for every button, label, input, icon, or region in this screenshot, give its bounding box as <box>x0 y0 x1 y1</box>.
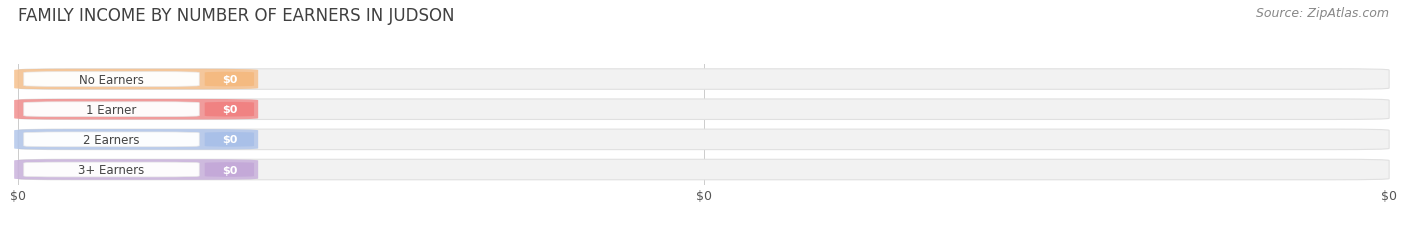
FancyBboxPatch shape <box>24 72 200 87</box>
FancyBboxPatch shape <box>205 102 254 117</box>
Text: 1 Earner: 1 Earner <box>86 103 136 116</box>
Text: $0: $0 <box>222 165 238 175</box>
Text: No Earners: No Earners <box>79 73 143 86</box>
FancyBboxPatch shape <box>24 132 200 147</box>
FancyBboxPatch shape <box>24 102 200 117</box>
FancyBboxPatch shape <box>205 132 254 147</box>
FancyBboxPatch shape <box>18 100 1389 120</box>
FancyBboxPatch shape <box>14 130 259 150</box>
FancyBboxPatch shape <box>18 70 1389 90</box>
FancyBboxPatch shape <box>18 160 1389 180</box>
Text: Source: ZipAtlas.com: Source: ZipAtlas.com <box>1256 7 1389 20</box>
Text: FAMILY INCOME BY NUMBER OF EARNERS IN JUDSON: FAMILY INCOME BY NUMBER OF EARNERS IN JU… <box>18 7 454 25</box>
FancyBboxPatch shape <box>14 100 259 120</box>
FancyBboxPatch shape <box>205 162 254 177</box>
FancyBboxPatch shape <box>205 72 254 87</box>
Text: 3+ Earners: 3+ Earners <box>79 163 145 176</box>
FancyBboxPatch shape <box>14 160 259 180</box>
Text: $0: $0 <box>222 105 238 115</box>
Text: 2 Earners: 2 Earners <box>83 133 139 146</box>
FancyBboxPatch shape <box>24 162 200 177</box>
FancyBboxPatch shape <box>18 130 1389 150</box>
Text: $0: $0 <box>222 135 238 145</box>
FancyBboxPatch shape <box>14 70 259 90</box>
Text: $0: $0 <box>222 75 238 85</box>
